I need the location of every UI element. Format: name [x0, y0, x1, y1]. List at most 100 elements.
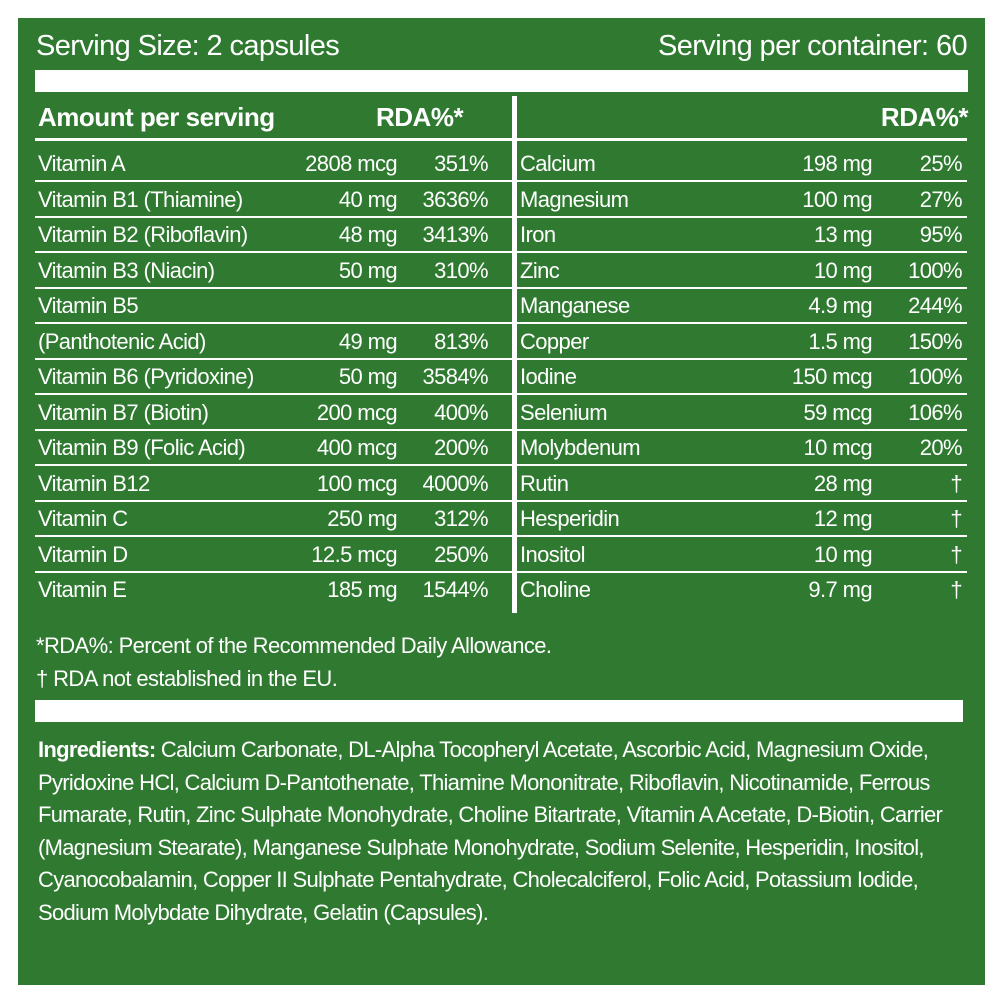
header-rule — [35, 138, 512, 141]
rda: 351% — [434, 151, 488, 176]
rda: † — [950, 577, 962, 602]
table-row: Vitamin B5 — [35, 287, 512, 324]
nutrient-name: Rutin — [520, 470, 569, 496]
table-row: Vitamin A 2808 mcg 351% — [35, 145, 512, 182]
left-header-name: Amount per serving — [38, 102, 275, 132]
amount: 1.5 mg — [808, 328, 872, 354]
rda: 1544% — [422, 577, 488, 602]
nutrient-name: Vitamin B7 (Biotin) — [38, 399, 209, 425]
rda: 20% — [919, 435, 963, 460]
divider-band — [35, 700, 963, 722]
amount: 100 mcg — [316, 470, 398, 496]
nutrient-name: Vitamin C — [38, 506, 128, 531]
amount: 10 mg — [813, 541, 873, 567]
rda: 4000% — [422, 470, 488, 496]
nutrient-name: Vitamin B2 (Riboflavin) — [38, 222, 248, 247]
table-row: Rutin 28 mg † — [517, 465, 967, 502]
table-row: Zinc 10 mg 100% — [517, 252, 967, 289]
amount: 28 mg — [813, 470, 873, 496]
amount: 50 mg — [338, 364, 398, 389]
rda: 250% — [434, 541, 488, 567]
rda: 200% — [434, 435, 488, 460]
nutrient-name: Selenium — [520, 399, 608, 425]
nutrient-name: Iodine — [520, 364, 577, 389]
amount: 150 mcg — [791, 364, 873, 389]
table-row: Selenium 59 mcg 106% — [517, 394, 967, 431]
amount: 13 mg — [813, 222, 873, 247]
header-rule — [517, 138, 967, 141]
table-row: Vitamin C 250 mg 312% — [35, 500, 512, 537]
rda: 100% — [908, 364, 962, 389]
rda: 3584% — [422, 364, 488, 389]
ingredients: Ingredients: Calcium Carbonate, DL-Alpha… — [38, 734, 968, 929]
nutrient-name: Hesperidin — [520, 506, 620, 531]
nutrient-name: Vitamin A — [38, 151, 126, 176]
rda: † — [950, 541, 962, 567]
nutrient-name: Vitamin D — [38, 541, 128, 567]
column-divider — [512, 96, 517, 613]
nutrient-name: Iron — [520, 222, 556, 247]
amount: 4.9 mg — [808, 293, 872, 318]
table-row: Iron 13 mg 95% — [517, 216, 967, 253]
nutrient-name: Vitamin B6 (Pyridoxine) — [38, 364, 254, 389]
amount: 250 mg — [327, 506, 397, 531]
rda: 106% — [908, 399, 962, 425]
amount: 10 mcg — [803, 435, 872, 460]
amount: 185 mg — [327, 577, 397, 602]
rda: 27% — [919, 186, 963, 212]
amount: 198 mg — [802, 151, 872, 176]
rda: 400% — [434, 399, 488, 425]
rda: 95% — [919, 222, 963, 247]
rda: 3413% — [422, 222, 488, 247]
nutrient-name: Vitamin B9 (Folic Acid) — [38, 435, 246, 460]
label-panel: Serving Size: 2 capsules Serving per con… — [18, 18, 985, 985]
table-row: Vitamin B7 (Biotin) 200 mcg 400% — [35, 394, 512, 431]
rda: 244% — [908, 293, 962, 318]
rda: 813% — [434, 328, 488, 354]
nutrient-name: Molybdenum — [520, 435, 641, 460]
rda: 310% — [434, 257, 488, 283]
servings-per-container: Serving per container: 60 — [657, 30, 968, 62]
table-row: Iodine 150 mcg 100% — [517, 358, 967, 395]
amount: 48 mg — [338, 222, 398, 247]
divider-band — [35, 70, 968, 92]
nutrient-name: Vitamin E — [38, 577, 127, 602]
rda: 100% — [908, 257, 962, 283]
amount: 59 mcg — [803, 399, 872, 425]
nutrient-name: Copper — [520, 328, 589, 354]
amount: 12 mg — [813, 506, 873, 531]
table-row: Vitamin E 185 mg 1544% — [35, 571, 512, 606]
left-header-rda: RDA%* — [376, 102, 464, 132]
amount: 9.7 mg — [808, 577, 872, 602]
ingredients-label: Ingredients: — [38, 737, 156, 762]
nutrient-name: Vitamin B12 — [38, 470, 150, 496]
nutrient-name: Vitamin B5 — [38, 293, 139, 318]
table-row: Copper 1.5 mg 150% — [517, 323, 967, 360]
nutrient-name: (Panthotenic Acid) — [38, 328, 206, 354]
nutrient-name: Manganese — [520, 293, 630, 318]
rda: † — [950, 506, 962, 531]
footnote: *RDA%: Percent of the Recommended Daily … — [36, 633, 552, 658]
table-row: Hesperidin 12 mg † — [517, 500, 967, 537]
serving-size: Serving Size: 2 capsules — [36, 30, 340, 62]
table-row: Choline 9.7 mg † — [517, 571, 967, 606]
table-row: Vitamin B12 100 mcg 4000% — [35, 465, 512, 502]
amount: 49 mg — [338, 328, 398, 354]
amount: 2808 mcg — [305, 151, 397, 176]
rda: 312% — [434, 506, 488, 531]
ingredients-text: Calcium Carbonate, DL-Alpha Tocopheryl A… — [38, 737, 943, 925]
table-row: Magnesium 100 mg 27% — [517, 181, 967, 218]
rda: 3636% — [422, 186, 488, 212]
nutrient-name: Inositol — [520, 541, 586, 567]
table-row: Molybdenum 10 mcg 20% — [517, 429, 967, 466]
table-row: Vitamin B1 (Thiamine) 40 mg 3636% — [35, 181, 512, 218]
rda: 25% — [919, 151, 963, 176]
nutrient-name: Magnesium — [520, 186, 629, 212]
amount: 400 mcg — [316, 435, 398, 460]
amount: 200 mcg — [316, 399, 398, 425]
table-row: Vitamin D 12.5 mcg 250% — [35, 536, 512, 573]
table-row: Vitamin B9 (Folic Acid) 400 mcg 200% — [35, 429, 512, 466]
footnote: † RDA not established in the EU. — [36, 666, 338, 691]
rda: 150% — [908, 328, 962, 354]
